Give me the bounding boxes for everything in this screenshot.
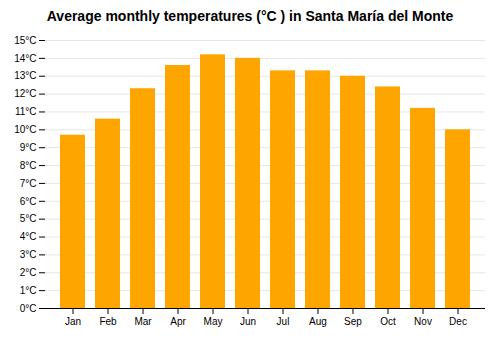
svg-text:12°C: 12°C: [14, 88, 36, 99]
svg-text:Oct: Oct: [380, 316, 396, 327]
svg-text:Sep: Sep: [344, 316, 362, 327]
svg-text:Dec: Dec: [449, 316, 467, 327]
svg-text:2°C: 2°C: [20, 267, 37, 278]
svg-text:15°C: 15°C: [14, 35, 36, 46]
svg-text:6°C: 6°C: [20, 196, 37, 207]
svg-text:Feb: Feb: [99, 316, 117, 327]
svg-text:3°C: 3°C: [20, 249, 37, 260]
svg-text:5°C: 5°C: [20, 213, 37, 224]
svg-text:8°C: 8°C: [20, 160, 37, 171]
svg-text:Jun: Jun: [240, 316, 256, 327]
svg-text:7°C: 7°C: [20, 178, 37, 189]
svg-text:11°C: 11°C: [15, 106, 37, 117]
svg-text:Mar: Mar: [134, 316, 152, 327]
html-text:Average monthly temperatures (: Average monthly temperatures (°C ) in Sa…: [46, 8, 454, 24]
svg-text:Apr: Apr: [170, 316, 186, 327]
svg-text:Jul: Jul: [277, 316, 290, 327]
svg-text:Aug: Aug: [309, 316, 327, 327]
svg-text:May: May: [204, 316, 223, 327]
svg-text:Jan: Jan: [65, 316, 81, 327]
svg-text:13°C: 13°C: [14, 70, 36, 81]
svg-text:14°C: 14°C: [14, 53, 36, 64]
svg-text:9°C: 9°C: [20, 142, 37, 153]
svg-text:4°C: 4°C: [20, 231, 37, 242]
svg-text:1°C: 1°C: [20, 285, 37, 296]
svg-text:Nov: Nov: [414, 316, 432, 327]
svg-text:0°C: 0°C: [20, 303, 37, 314]
svg-text:10°C: 10°C: [14, 124, 36, 135]
